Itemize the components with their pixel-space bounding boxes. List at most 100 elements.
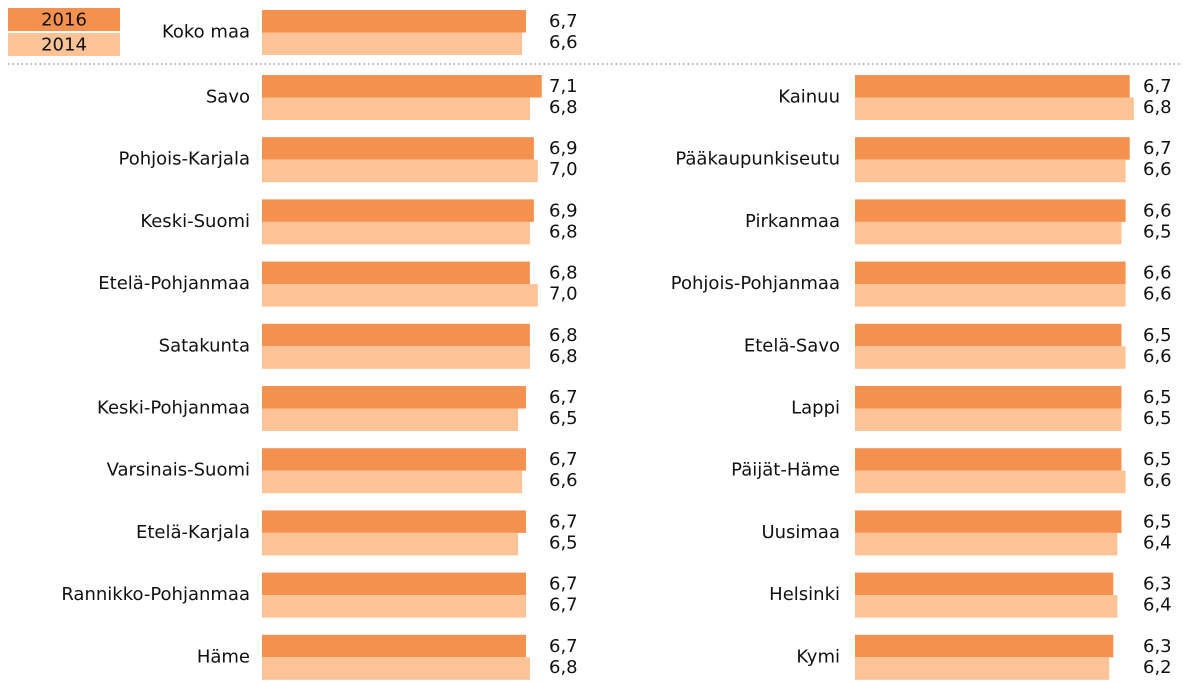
category-label: Kainuu [778,87,840,108]
value-label: 6,8 [549,221,578,242]
category-label: Keski-Pohjanmaa [97,398,250,419]
category-label: Etelä-Savo [744,335,840,356]
category-label: Pohjois-Pohjanmaa [671,273,840,294]
value-label: 6,5 [549,532,578,553]
bar [855,221,1122,245]
value-label: 6,4 [1143,532,1172,553]
bar [855,510,1122,533]
bar [262,572,526,596]
value-label: 6,3 [1143,636,1172,657]
legend-swatch [8,8,120,31]
value-label: 6,8 [549,97,578,118]
category-label: Satakunta [159,335,250,356]
category-label: Etelä-Karjala [136,522,250,543]
bar [262,137,534,160]
bar [262,386,526,409]
value-label: 6,5 [549,408,578,429]
bar [262,510,526,533]
bar [855,448,1122,471]
bar [262,75,542,98]
value-label: 6,5 [1143,221,1172,242]
bar [855,470,1126,494]
category-label: Uusimaa [761,522,840,543]
bar [262,199,534,222]
category-label: Päijät-Häme [731,460,840,481]
value-label: 6,6 [1143,470,1172,491]
bar [855,159,1126,183]
bar [262,323,530,347]
category-label: Kymi [796,646,840,667]
value-label: 6,9 [549,138,578,159]
value-label: 6,5 [1143,511,1172,532]
category-label: Pirkanmaa [745,211,840,232]
value-label: 6,7 [549,636,578,657]
bar [262,448,526,471]
bar [262,159,538,183]
bar [262,532,519,556]
category-label: Lappi [791,398,840,419]
value-label: 6,3 [1143,574,1172,595]
category-label: Pääkaupunkiseutu [675,149,840,170]
value-label: 6,7 [549,11,578,32]
category-label: Keski-Suomi [140,211,250,232]
value-label: 6,5 [1143,387,1172,408]
bar [262,657,530,680]
bar [262,32,523,55]
value-label: 6,6 [1143,159,1172,180]
value-label: 6,7 [1143,76,1172,97]
value-label: 6,2 [1143,657,1172,678]
bar [262,408,519,431]
bar [855,634,1114,658]
bar [855,261,1126,285]
bar [262,470,523,494]
value-label: 6,7 [549,595,578,616]
category-label: Savo [206,87,250,108]
value-label: 6,8 [549,346,578,367]
bar [855,595,1118,618]
value-label: 6,5 [1143,408,1172,429]
category-label: Pohjois-Karjala [118,149,250,170]
bar [855,657,1110,680]
bar [262,10,526,33]
value-label: 6,4 [1143,595,1172,616]
value-label: 6,8 [1143,97,1172,118]
value-label: 6,7 [549,387,578,408]
legend-swatch [8,33,120,56]
bar [855,532,1118,556]
bar [262,284,538,307]
bar [855,346,1126,369]
bar [855,75,1130,98]
value-label: 6,9 [549,200,578,221]
value-label: 6,6 [549,32,578,53]
value-label: 6,5 [1143,449,1172,470]
value-label: 6,6 [1143,200,1172,221]
bar [855,572,1114,596]
bar [855,284,1126,307]
value-label: 7,0 [549,284,578,305]
bar [855,137,1130,160]
value-label: 7,0 [549,159,578,180]
value-label: 6,7 [549,449,578,470]
bar [262,97,530,120]
value-label: 7,1 [549,76,578,97]
value-label: 6,7 [549,511,578,532]
bar [262,595,526,618]
bar [262,346,530,369]
value-label: 6,7 [1143,138,1172,159]
category-label: Varsinais-Suomi [107,460,250,481]
value-label: 6,8 [549,263,578,284]
bar [855,323,1122,347]
legend-label: 2014 [41,35,87,56]
value-label: 6,7 [549,574,578,595]
bar [855,97,1134,120]
category-label: Helsinki [769,584,840,605]
category-label: Häme [197,646,250,667]
value-label: 6,8 [549,325,578,346]
bar [262,634,526,658]
value-label: 6,6 [1143,263,1172,284]
bar [855,199,1126,222]
value-label: 6,6 [1143,346,1172,367]
legend-label: 2016 [41,10,87,31]
value-label: 6,5 [1143,325,1172,346]
